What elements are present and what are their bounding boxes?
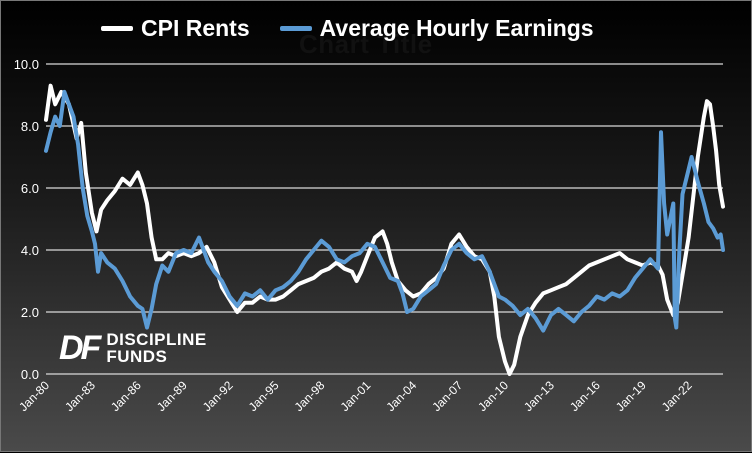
x-tick-label: Jan-80 — [16, 378, 52, 414]
legend-label-cpi-rents: CPI Rents — [141, 15, 250, 41]
y-tick-label: 10.0 — [14, 57, 39, 72]
legend-label-average-hourly-earnings: Average Hourly Earnings — [319, 15, 594, 41]
logo-wordmark: DISCIPLINE FUNDS — [106, 331, 206, 365]
x-tick-label: Jan-95 — [246, 378, 282, 414]
gridlines — [46, 63, 723, 375]
logo-line-2: FUNDS — [106, 347, 168, 366]
x-tick-label: Jan-19 — [613, 378, 649, 414]
x-tick-label: Jan-01 — [338, 378, 374, 414]
legend-swatch-average-hourly-earnings — [279, 26, 312, 31]
x-tick-label: Jan-89 — [154, 378, 190, 414]
y-tick-label: 6.0 — [21, 181, 39, 196]
x-tick-label: Jan-16 — [567, 378, 603, 414]
x-tick-label: Jan-98 — [292, 378, 328, 414]
legend-item-cpi-rents: CPI Rents — [101, 15, 250, 42]
y-tick-label: 4.0 — [21, 243, 39, 258]
x-tick-label: Jan-22 — [659, 378, 695, 414]
x-tick-label: Jan-10 — [475, 378, 511, 414]
series-lines — [44, 83, 725, 376]
x-tick-label: Jan-13 — [521, 378, 557, 414]
y-tick-label: 8.0 — [21, 119, 39, 134]
legend: CPI Rents Average Hourly Earnings — [101, 15, 594, 42]
logo-line-1: DISCIPLINE — [106, 330, 207, 349]
logo-mark: DF — [59, 329, 101, 367]
x-tick-label: Jan-83 — [62, 378, 98, 414]
legend-swatch-cpi-rents — [101, 26, 133, 31]
x-tick-label: Jan-86 — [108, 378, 144, 414]
x-tick-label: Jan-04 — [383, 378, 419, 414]
discipline-funds-logo: DF DISCIPLINE FUNDS — [59, 331, 207, 365]
x-tick-label: Jan-92 — [200, 378, 236, 414]
series-line-average-hourly-earnings — [44, 89, 725, 333]
y-axis-ticks: 0.0 2.0 4.0 6.0 8.0 10.0 — [14, 57, 39, 382]
background-title: Chart Title — [299, 29, 433, 59]
x-tick-label: Jan-07 — [429, 378, 465, 414]
legend-item-average-hourly-earnings: Average Hourly Earnings — [279, 15, 594, 42]
series-line-cpi-rents — [44, 83, 725, 376]
x-axis-ticks: Jan-80 Jan-83 Jan-86 Jan-89 Jan-92 Jan-95 Jan-… — [16, 378, 695, 414]
y-tick-label: 0.0 — [21, 367, 39, 382]
y-tick-label: 2.0 — [21, 305, 39, 320]
